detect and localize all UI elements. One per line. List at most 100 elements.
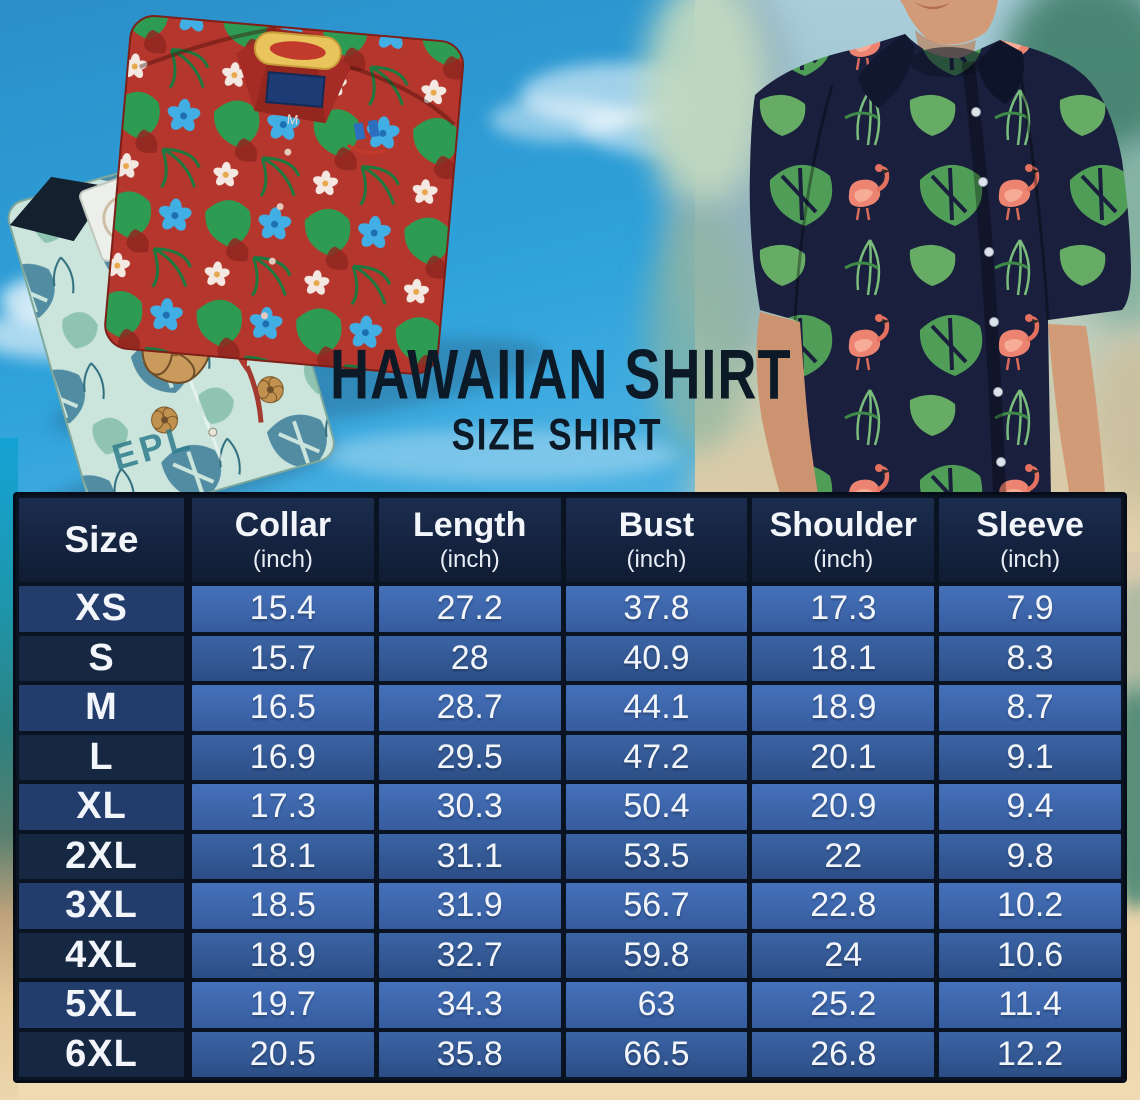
size-table: Size Collar (inch) Length (inch) Bust (i… bbox=[13, 492, 1127, 1083]
bust-cell: 59.8 bbox=[565, 932, 748, 978]
table-row: 5XL 19.7 34.3 63 25.2 11.4 bbox=[19, 982, 1121, 1028]
length-cell: 28.7 bbox=[378, 685, 561, 731]
collar-cell: 18.9 bbox=[192, 932, 374, 978]
size-cell: 6XL bbox=[19, 1031, 184, 1077]
length-column-header: Length (inch) bbox=[378, 498, 561, 582]
sleeve-cell: 9.8 bbox=[939, 833, 1121, 879]
table-body: XS 15.4 27.2 37.8 17.3 7.9 S 15.7 28 40.… bbox=[19, 586, 1121, 1077]
table-row: 6XL 20.5 35.8 66.5 26.8 12.2 bbox=[19, 1031, 1121, 1077]
size-cell: 2XL bbox=[19, 833, 184, 879]
red-shirt-buttons bbox=[261, 148, 292, 320]
size-cell: L bbox=[19, 734, 184, 780]
bust-cell: 50.4 bbox=[565, 784, 748, 830]
length-cell: 28 bbox=[378, 635, 561, 681]
shirt-collar-left bbox=[858, 34, 915, 108]
shoulder-cell: 25.2 bbox=[752, 982, 935, 1028]
table-row: XS 15.4 27.2 37.8 17.3 7.9 bbox=[19, 586, 1121, 632]
collar-column-header: Collar (inch) bbox=[192, 498, 374, 582]
shoulder-cell: 22.8 bbox=[752, 883, 935, 929]
bust-cell: 66.5 bbox=[565, 1031, 748, 1077]
column-label: Sleeve bbox=[976, 506, 1084, 545]
length-cell: 31.1 bbox=[378, 833, 561, 879]
sleeve-cell: 8.3 bbox=[939, 635, 1121, 681]
bust-cell: 56.7 bbox=[565, 883, 748, 929]
model-neck bbox=[900, 0, 998, 45]
shirt-collar-right bbox=[978, 40, 1024, 104]
sleeve-cell: 9.1 bbox=[939, 734, 1121, 780]
size-cell: 3XL bbox=[19, 883, 184, 929]
length-cell: 30.3 bbox=[378, 784, 561, 830]
shoulder-cell: 18.1 bbox=[752, 635, 935, 681]
collar-cell: 17.3 bbox=[192, 784, 374, 830]
collar-cell: 20.5 bbox=[192, 1031, 374, 1077]
bust-cell: 37.8 bbox=[565, 586, 748, 632]
bust-column-header: Bust (inch) bbox=[565, 498, 748, 582]
length-cell: 35.8 bbox=[378, 1031, 561, 1077]
column-unit: (inch) bbox=[439, 545, 500, 573]
shirt-buttons bbox=[971, 107, 1006, 467]
red-shirt-navy-label bbox=[265, 71, 326, 109]
model-lips bbox=[914, 2, 950, 10]
red-shirt-photo: M bbox=[104, 15, 465, 375]
red-shirt-logo bbox=[346, 119, 386, 155]
shoulder-column-header: Shoulder (inch) bbox=[752, 498, 935, 582]
sleeve-cell: 9.4 bbox=[939, 784, 1121, 830]
bust-cell: 47.2 bbox=[565, 734, 748, 780]
shoulder-cell: 24 bbox=[752, 932, 935, 978]
shoulder-cell: 20.1 bbox=[752, 734, 935, 780]
shoulder-cell: 18.9 bbox=[752, 685, 935, 731]
table-row: XL 17.3 30.3 50.4 20.9 9.4 bbox=[19, 784, 1121, 830]
column-label: Bust bbox=[618, 506, 695, 545]
bust-cell: 44.1 bbox=[565, 685, 748, 731]
collar-cell: 16.9 bbox=[192, 734, 374, 780]
collar-cell: 19.7 bbox=[192, 982, 374, 1028]
column-label: Length bbox=[413, 506, 527, 545]
table-row: M 16.5 28.7 44.1 18.9 8.7 bbox=[19, 685, 1121, 731]
length-cell: 32.7 bbox=[378, 932, 561, 978]
table-row: 4XL 18.9 32.7 59.8 24 10.6 bbox=[19, 932, 1121, 978]
length-cell: 31.9 bbox=[378, 883, 561, 929]
bust-cell: 53.5 bbox=[565, 833, 748, 879]
collar-cell: 15.4 bbox=[192, 586, 374, 632]
collar-cell: 16.5 bbox=[192, 685, 374, 731]
size-cell: 5XL bbox=[19, 982, 184, 1028]
column-unit: (inch) bbox=[1000, 545, 1061, 573]
column-unit: (inch) bbox=[252, 545, 313, 573]
model-shirt bbox=[749, 34, 1131, 560]
column-label: Shoulder bbox=[769, 506, 917, 545]
column-label: Collar bbox=[234, 506, 332, 545]
sleeve-cell: 8.7 bbox=[939, 685, 1121, 731]
shoulder-cell: 20.9 bbox=[752, 784, 935, 830]
length-cell: 34.3 bbox=[378, 982, 561, 1028]
size-cell: S bbox=[19, 635, 184, 681]
table-row: 2XL 18.1 31.1 53.5 22 9.8 bbox=[19, 833, 1121, 879]
sleeve-cell: 12.2 bbox=[939, 1031, 1121, 1077]
sleeve-column-header: Sleeve (inch) bbox=[939, 498, 1121, 582]
shoulder-cell: 17.3 bbox=[752, 586, 935, 632]
size-cell: 4XL bbox=[19, 932, 184, 978]
size-column-header: Size bbox=[19, 498, 184, 582]
sleeve-cell: 11.4 bbox=[939, 982, 1121, 1028]
bust-cell: 40.9 bbox=[565, 635, 748, 681]
sleeve-cell: 7.9 bbox=[939, 586, 1121, 632]
column-unit: (inch) bbox=[813, 545, 874, 573]
length-cell: 27.2 bbox=[378, 586, 561, 632]
collar-cell: 18.5 bbox=[192, 883, 374, 929]
sleeve-cell: 10.2 bbox=[939, 883, 1121, 929]
red-shirt-size-tag: M bbox=[286, 111, 299, 128]
sleeve-cell: 10.6 bbox=[939, 932, 1121, 978]
size-cell: M bbox=[19, 685, 184, 731]
length-cell: 29.5 bbox=[378, 734, 561, 780]
model-photo bbox=[749, 0, 1131, 561]
shoulder-cell: 22 bbox=[752, 833, 935, 879]
table-row: 3XL 18.5 31.9 56.7 22.8 10.2 bbox=[19, 883, 1121, 929]
size-cell: XL bbox=[19, 784, 184, 830]
bust-cell: 63 bbox=[565, 982, 748, 1028]
table-row: S 15.7 28 40.9 18.1 8.3 bbox=[19, 635, 1121, 681]
table-row: L 16.9 29.5 47.2 20.1 9.1 bbox=[19, 734, 1121, 780]
shoulder-cell: 26.8 bbox=[752, 1031, 935, 1077]
collar-cell: 18.1 bbox=[192, 833, 374, 879]
table-header-row: Size Collar (inch) Length (inch) Bust (i… bbox=[19, 498, 1121, 582]
size-cell: XS bbox=[19, 586, 184, 632]
